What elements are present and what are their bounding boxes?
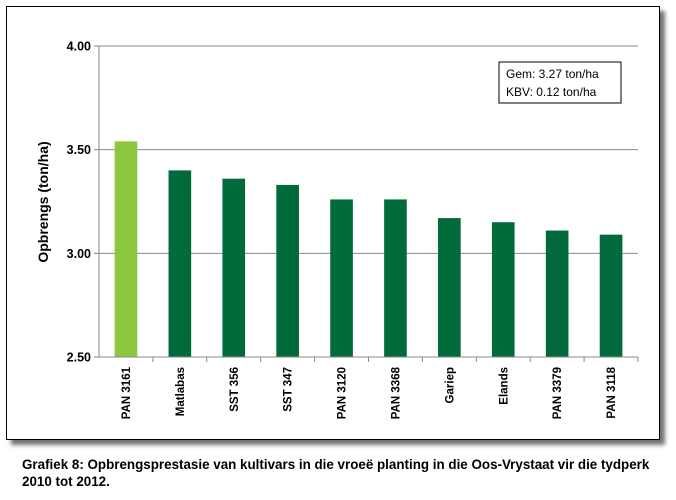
legend-line-lsd: KBV: 0.12 ton/ha xyxy=(506,85,597,99)
x-tick-labels: PAN 3161 Matlabas SST 356 SST 347 PAN 3120 PA… xyxy=(121,357,639,419)
y-tick-label: 3.00 xyxy=(67,247,91,261)
x-tick-label: PAN 3118 xyxy=(606,366,618,418)
bar xyxy=(168,170,192,357)
x-tick-label: SST 347 xyxy=(283,367,295,412)
bars xyxy=(114,141,623,357)
y-tick-labels: 2.50 3.00 3.50 4.00 xyxy=(67,40,99,365)
bar xyxy=(330,199,353,357)
x-tick-label: Gariep xyxy=(444,367,456,403)
x-tick-label: PAN 3161 xyxy=(121,366,133,419)
x-tick-label: PAN 3120 xyxy=(337,367,349,419)
legend-line-mean: Gem: 3.27 ton/ha xyxy=(506,67,599,81)
x-tick-label: PAN 3368 xyxy=(390,366,402,419)
y-tick-label: 3.50 xyxy=(67,143,91,157)
y-axis-title: Opbrengs (ton/ha) xyxy=(35,141,51,262)
bar xyxy=(384,199,407,357)
x-tick-label: Matlabas xyxy=(175,367,187,416)
chart-frame: 2.50 3.00 3.50 4.00 PAN 3161 Matlabas SST 356… xyxy=(6,6,660,440)
bar-chart: 2.50 3.00 3.50 4.00 PAN 3161 Matlabas SST 356… xyxy=(35,40,639,419)
bar xyxy=(222,178,246,357)
y-tick-label: 4.00 xyxy=(67,40,91,54)
bar xyxy=(545,230,569,357)
x-tick-label: Elands xyxy=(498,367,510,405)
y-tick-label: 2.50 xyxy=(67,351,91,365)
legend-box-border xyxy=(498,61,622,104)
bar xyxy=(438,218,461,357)
bar xyxy=(599,234,623,357)
bar xyxy=(276,184,299,357)
bar xyxy=(491,222,515,357)
x-tick-label: PAN 3379 xyxy=(552,367,564,419)
x-tick-label: SST 356 xyxy=(229,367,241,412)
legend-box: Gem: 3.27 ton/ha KBV: 0.12 ton/ha xyxy=(498,61,622,104)
figure-caption: Grafiek 8: Opbrengsprestasie van kultiva… xyxy=(22,457,650,489)
bar xyxy=(114,141,138,357)
